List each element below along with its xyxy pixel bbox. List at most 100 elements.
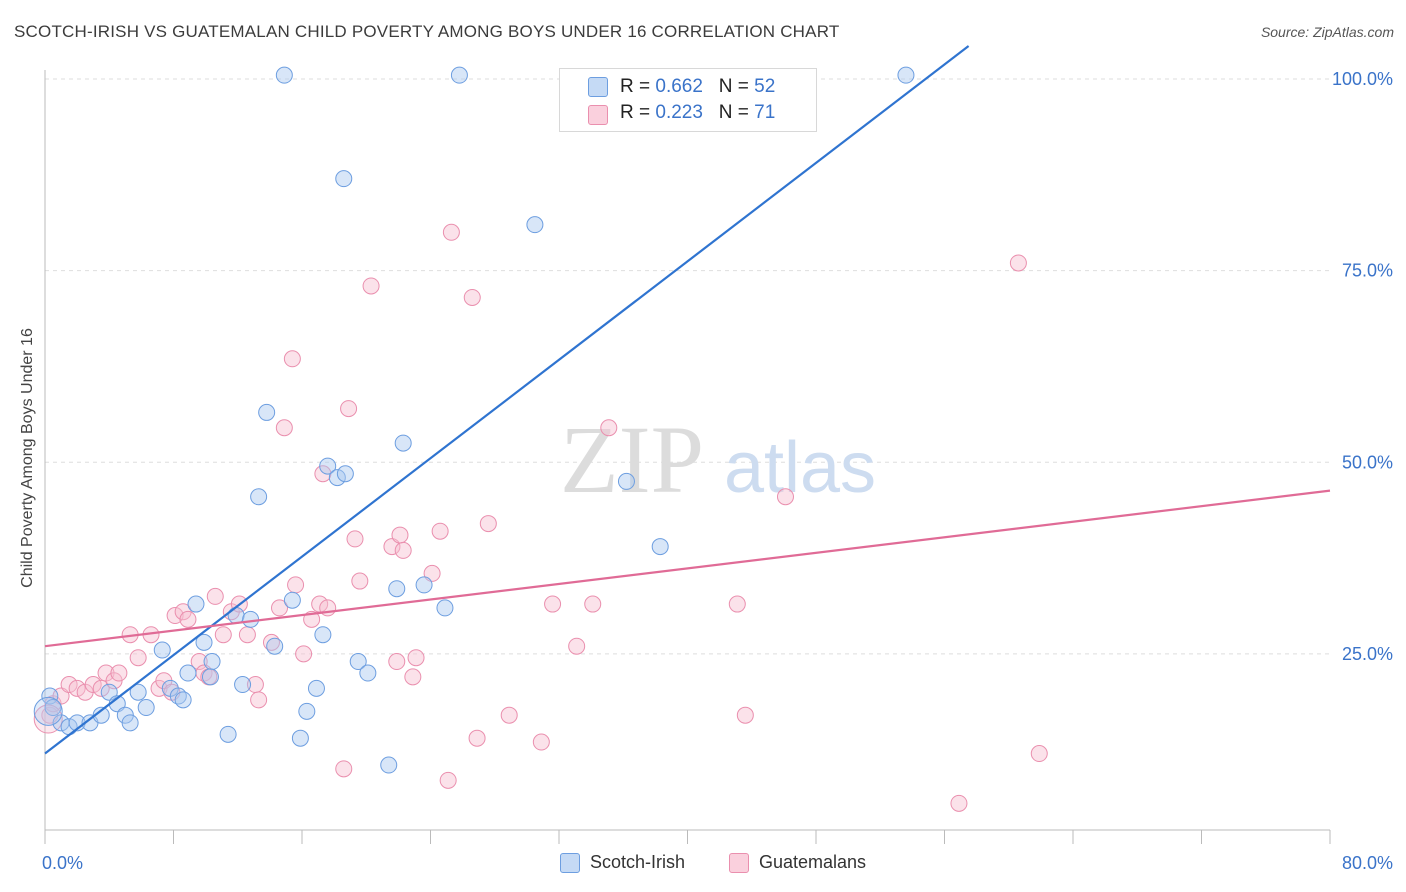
scotch-irish-point	[275, 66, 293, 84]
legend-r-label: R =	[620, 102, 656, 123]
guatemalan-point	[238, 626, 256, 644]
chart-title: SCOTCH-IRISH VS GUATEMALAN CHILD POVERTY…	[14, 22, 840, 41]
scotch-irish-point	[319, 457, 337, 475]
guatemalan-point	[110, 664, 128, 682]
scotch-irish-point	[92, 706, 110, 724]
scotch-irish-point	[450, 66, 468, 84]
guatemalan-point	[92, 679, 110, 697]
scotch-irish-point	[174, 691, 192, 709]
legend-r-value: 0.223	[655, 102, 703, 123]
scotch-irish-point	[242, 610, 260, 628]
guatemalan-point	[568, 637, 586, 655]
scotch-irish-point	[415, 576, 433, 594]
guatemalan-point	[431, 522, 449, 540]
tick-labels: 25.0% 50.0% 75.0% 100.0% 0.0% 80.0%	[42, 69, 1393, 873]
guatemalan-point	[394, 541, 412, 559]
scotch-irish-point	[283, 591, 301, 609]
guatemalan-point	[295, 645, 313, 663]
y-tick-label: 75.0%	[1342, 261, 1393, 281]
guatemalan-point	[584, 595, 602, 613]
guatemalan-point	[404, 668, 422, 686]
guatemalan-point	[129, 649, 147, 667]
scotch-irish-point	[651, 538, 669, 556]
guatemalan-point	[532, 733, 550, 751]
scotch-irish-point	[129, 683, 147, 701]
guatemalan-point	[1009, 254, 1027, 272]
guatemalan-point	[407, 649, 425, 667]
guatemalan-point	[206, 587, 224, 605]
pink-points	[33, 223, 1048, 812]
guatemalan-point	[283, 350, 301, 368]
scotch-irish-point	[394, 434, 412, 452]
scotch-irish-point	[137, 699, 155, 717]
scotch-irish-point	[436, 599, 454, 617]
legend-item-scotch-irish[interactable]: Scotch-Irish	[560, 852, 685, 873]
y-tick-label: 100.0%	[1332, 69, 1393, 89]
watermark-atlas: atlas	[724, 428, 876, 508]
scotch-irish-trend-line	[44, 45, 970, 755]
scotch-irish-point	[349, 653, 367, 671]
guatemalan-point	[346, 530, 364, 548]
legend-swatch-pink	[588, 105, 608, 125]
watermark: ZIP atlas	[560, 406, 876, 513]
scotch-irish-point	[617, 472, 635, 490]
scotch-irish-point	[526, 216, 544, 234]
scotch-irish-point	[897, 66, 915, 84]
guatemalan-point	[423, 564, 441, 582]
scotch-irish-point	[335, 170, 353, 188]
scotch-irish-point	[179, 664, 197, 682]
guatemalan-point	[68, 679, 86, 697]
guatemalan-point	[287, 576, 305, 594]
legend-n-label: N =	[718, 102, 755, 123]
blue-points	[33, 66, 915, 774]
scotch-irish-point	[203, 653, 221, 671]
scotch-irish-point	[328, 469, 346, 487]
guatemalan-point	[275, 419, 293, 437]
legend-n-value: 52	[754, 76, 776, 97]
scotch-irish-point	[258, 403, 276, 421]
scotch-irish-point	[266, 637, 284, 655]
guatemalan-point	[391, 526, 409, 544]
guatemalan-point	[600, 419, 618, 437]
x-tick-label: 80.0%	[1342, 853, 1393, 873]
guatemalan-point	[544, 595, 562, 613]
scotch-irish-point	[298, 702, 316, 720]
scotch-irish-point	[359, 664, 377, 682]
scotch-irish-point	[187, 595, 205, 613]
guatemalan-point	[362, 277, 380, 295]
legend-label-guatemalans: Guatemalans	[759, 852, 867, 872]
guatemalan-point	[166, 607, 184, 625]
guatemalan-point	[214, 626, 232, 644]
scotch-irish-point	[153, 641, 171, 659]
guatemalan-point	[442, 223, 460, 241]
guatemalan-point	[950, 794, 968, 812]
scotch-irish-point	[227, 607, 245, 625]
guatemalan-point	[463, 288, 481, 306]
guatemalan-point	[351, 572, 369, 590]
guatemalan-point	[383, 538, 401, 556]
scotch-irish-point	[201, 668, 219, 686]
watermark-zip: ZIP	[560, 406, 704, 513]
scotch-irish-point	[121, 714, 139, 732]
legend-item-guatemalans[interactable]: Guatemalans	[729, 852, 866, 873]
guatemalan-point	[271, 599, 289, 617]
guatemalan-point	[728, 595, 746, 613]
swatch-guatemalans	[729, 852, 749, 873]
guatemalan-point	[60, 676, 78, 694]
legend-n-value: 71	[754, 102, 776, 123]
legend-r-value: 0.662	[655, 76, 703, 97]
y-tick-label: 50.0%	[1342, 452, 1393, 472]
guatemalan-point	[84, 676, 102, 694]
scotch-irish-point	[291, 729, 309, 747]
guatemalan-point	[1030, 745, 1048, 763]
series-legend: Scotch-Irish Guatemalans	[0, 852, 1406, 878]
legend-n-label: N =	[718, 76, 755, 97]
guatemalan-point	[33, 704, 63, 734]
scotch-irish-point	[336, 465, 354, 483]
x-tick-label: 0.0%	[42, 853, 83, 873]
legend-row-blue: R = 0.662 N = 52	[620, 76, 775, 98]
scotch-irish-point	[380, 756, 398, 774]
guatemalan-point	[340, 400, 358, 418]
scotch-irish-point	[234, 676, 252, 694]
guatemalan-point	[736, 706, 754, 724]
